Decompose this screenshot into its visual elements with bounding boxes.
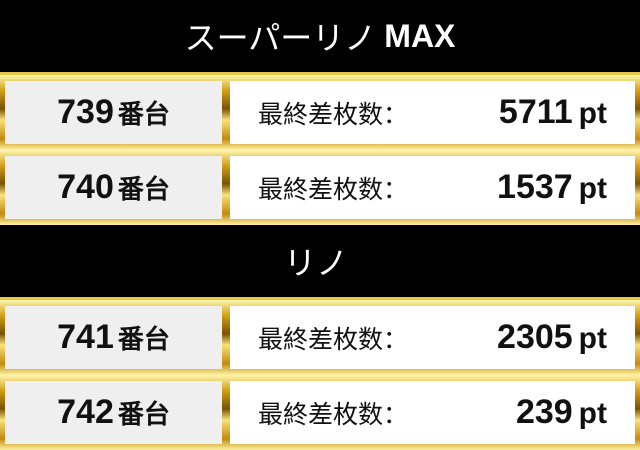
machine-number-cell: 741 番台 [5,306,222,369]
section-title-suffix: MAX [384,17,456,54]
machine-number: 742 [57,393,114,431]
machine-number-cell: 742 番台 [5,381,222,444]
machine-unit: 番台 [117,325,170,355]
result-cell: 最終差枚数： 2305 pt [230,306,635,369]
result-value: 1537 [497,168,573,206]
result-label: 最終差枚数： [258,399,409,429]
machine-row: 742 番台 最終差枚数： 239 pt [0,375,640,450]
machine-unit: 番台 [117,175,170,205]
machine-number: 740 [57,168,114,206]
result-label: 最終差枚数： [258,174,409,204]
result-unit: pt [578,397,607,430]
machine-row: 741 番台 最終差枚数： 2305 pt [0,300,640,375]
section-title: リノ [283,244,348,282]
result-label: 最終差枚数： [258,324,409,354]
result-cell: 最終差枚数： 239 pt [230,381,635,444]
result-label: 最終差枚数： [258,99,409,129]
machine-unit: 番台 [117,100,170,130]
machine-number: 739 [57,93,114,131]
result-value: 239 [515,393,573,431]
machine-unit: 番台 [117,400,170,430]
machine-number-cell: 740 番台 [5,156,222,219]
machine-number: 741 [57,318,114,356]
machine-row: 739 番台 最終差枚数： 5711 pt [0,75,640,150]
result-cell: 最終差枚数： 1537 pt [230,156,635,219]
machine-row: 740 番台 最終差枚数： 1537 pt [0,150,640,225]
result-value: 5711 [498,93,573,131]
section-header: リノ [0,225,640,300]
result-unit: pt [578,322,607,355]
result-value: 2305 [497,318,573,356]
result-cell: 最終差枚数： 5711 pt [230,81,635,144]
machine-number-cell: 739 番台 [5,81,222,144]
section-title: スーパーリノ [184,19,377,57]
section-header: スーパーリノ MAX [0,0,640,75]
result-unit: pt [578,172,607,205]
result-unit: pt [578,97,607,130]
